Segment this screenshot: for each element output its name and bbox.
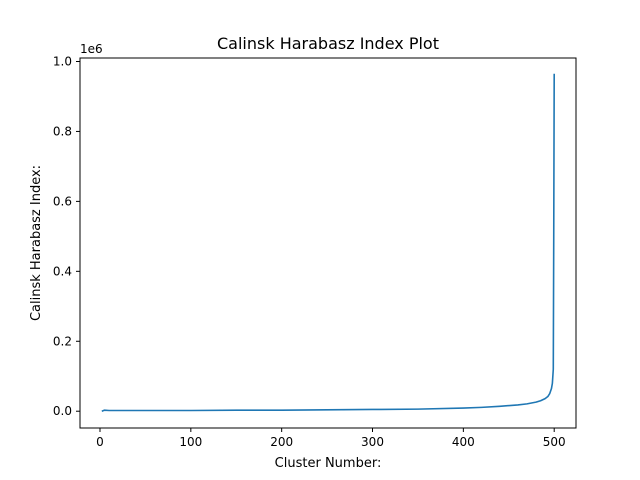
x-axis-ticks: 0 100 200 300 400 500 [96,428,566,449]
x-tick-label: 300 [361,435,384,449]
plot-area: 0 100 200 300 400 500 0.0 0.2 0.4 0.6 0.8 1.0 [53,54,577,449]
x-tick-label: 500 [543,435,566,449]
y-tick-label: 1.0 [53,54,72,68]
y-tick-label: 0.4 [53,264,72,278]
x-axis-label: Cluster Number: [275,456,382,471]
y-tick-label: 0.0 [53,404,72,418]
y-axis-offset-label: 1e6 [80,42,103,56]
x-tick-label: 100 [179,435,202,449]
y-tick-label: 0.2 [53,334,72,348]
x-tick-label: 0 [96,435,104,449]
y-axis-label: Calinsk Harabasz Index: [29,165,44,321]
y-axis-ticks: 0.0 0.2 0.4 0.6 0.8 1.0 [53,54,80,418]
chart-title: Calinsk Harabasz Index Plot [217,34,439,53]
y-tick-label: 0.8 [53,124,72,138]
axes-frame [79,57,577,429]
y-tick-label: 0.6 [53,194,72,208]
x-tick-label: 200 [270,435,293,449]
x-tick-label: 400 [452,435,475,449]
series-line [101,73,555,412]
